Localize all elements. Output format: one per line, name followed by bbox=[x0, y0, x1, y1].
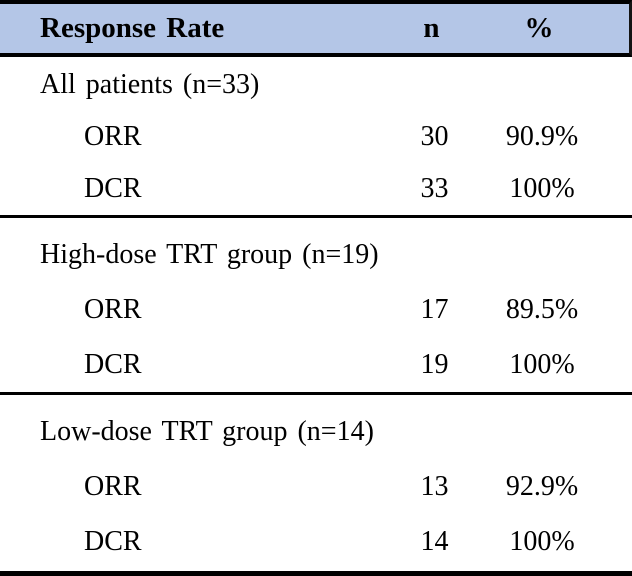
row-n-value: 17 bbox=[420, 293, 449, 325]
group-row: All patients (n=33) bbox=[0, 59, 632, 111]
row-label: ORR bbox=[84, 293, 142, 325]
section-all-patients: All patients (n=33) ORR 30 90.9% DCR 33 … bbox=[0, 57, 632, 218]
table-row: ORR 13 92.9% bbox=[0, 459, 632, 514]
row-n-value: 33 bbox=[420, 173, 449, 204]
header-cell-percent: % bbox=[524, 12, 554, 44]
row-label: DCR bbox=[84, 173, 142, 204]
row-label: ORR bbox=[84, 470, 142, 502]
row-n-value: 13 bbox=[420, 470, 449, 502]
section-high-dose-trt: High-dose TRT group (n=19) ORR 17 89.5% … bbox=[0, 218, 632, 395]
header-cell-n: n bbox=[423, 12, 440, 44]
group-row: High-dose TRT group (n=19) bbox=[0, 227, 632, 282]
header-cell-response-rate: Response Rate bbox=[40, 12, 225, 44]
row-pct-value: 100% bbox=[509, 525, 575, 557]
table-row: DCR 33 100% bbox=[0, 163, 632, 215]
row-n-value: 30 bbox=[420, 121, 449, 152]
group-label: All patients (n=33) bbox=[40, 69, 260, 100]
row-pct-value: 92.9% bbox=[505, 470, 579, 502]
group-label: Low-dose TRT group (n=14) bbox=[40, 415, 374, 447]
row-label: DCR bbox=[84, 348, 142, 380]
row-pct-value: 100% bbox=[509, 348, 575, 380]
row-label: DCR bbox=[84, 525, 142, 557]
row-n-value: 19 bbox=[420, 348, 449, 380]
row-pct-value: 90.9% bbox=[505, 121, 579, 152]
group-label: High-dose TRT group (n=19) bbox=[40, 238, 379, 270]
row-pct-value: 89.5% bbox=[505, 293, 579, 325]
table-row: ORR 17 89.5% bbox=[0, 282, 632, 337]
section-low-dose-trt: Low-dose TRT group (n=14) ORR 13 92.9% D… bbox=[0, 395, 632, 569]
group-row: Low-dose TRT group (n=14) bbox=[0, 404, 632, 459]
row-n-value: 14 bbox=[420, 525, 449, 557]
row-label: ORR bbox=[84, 121, 142, 152]
table-row: ORR 30 90.9% bbox=[0, 111, 632, 163]
table-row: DCR 19 100% bbox=[0, 337, 632, 392]
table-header-row: Response Rate n % bbox=[0, 0, 632, 57]
row-pct-value: 100% bbox=[509, 173, 575, 204]
table-row: DCR 14 100% bbox=[0, 514, 632, 569]
